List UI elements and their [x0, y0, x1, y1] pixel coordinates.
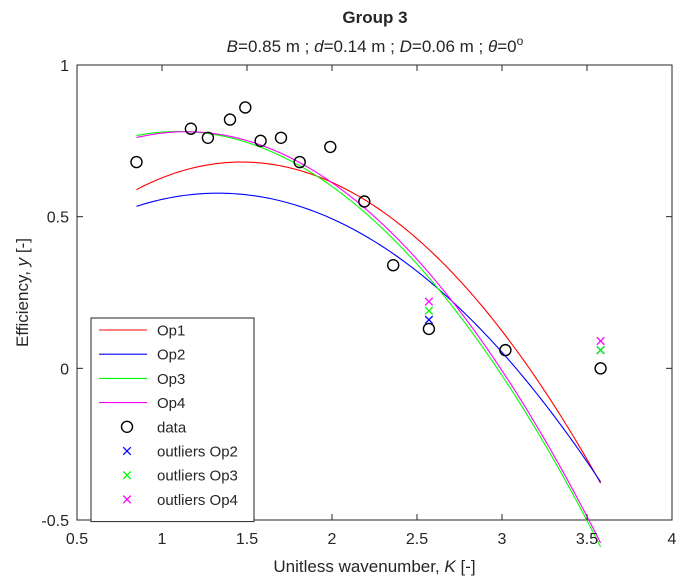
legend-box: [90, 317, 255, 523]
point-data: [594, 362, 607, 375]
x-tick-label: 3: [498, 531, 507, 548]
legend-label-outliers-op4: outliers Op4: [157, 492, 238, 509]
point-outliers-op3: [424, 306, 434, 315]
chart-title: Group 3: [342, 8, 407, 27]
point-data: [201, 131, 215, 145]
chart-subtitle: B=0.85 m ; d=0.14 m ; D=0.06 m ; θ=0o: [227, 34, 524, 56]
point-data: [223, 113, 237, 126]
point-outliers-op4: [424, 297, 434, 306]
legend-label-op4: Op4: [157, 395, 185, 412]
series-line-op3: [136, 130, 602, 548]
point-data: [254, 134, 267, 148]
point-data: [324, 140, 337, 154]
y-axis-label: Efficiency, y [-]: [13, 238, 32, 347]
point-outliers-op3: [596, 345, 605, 355]
axis-ticks: 0.5 1 1.5 2 2.5 3 3.5 4 -0.5 0 0.5 1: [41, 58, 676, 548]
y-tick-label: -0.5: [41, 513, 69, 530]
point-data: [293, 155, 306, 169]
series-line-op4: [136, 131, 602, 544]
y-tick-label: 0: [60, 361, 69, 378]
x-tick-label: 2.5: [406, 531, 428, 548]
x-tick-label: 2: [328, 531, 337, 548]
legend-swatch-outliers-op4: [122, 495, 132, 504]
y-tick-label: 0.5: [47, 210, 69, 227]
point-data: [387, 259, 400, 272]
series-layer: [130, 101, 607, 548]
legend-label-outliers-op2: outliers Op2: [157, 444, 238, 461]
point-data: [422, 322, 436, 336]
point-data: [499, 343, 512, 357]
point-data: [239, 101, 252, 114]
x-axis-label: Unitless wavenumber, K [-]: [273, 557, 475, 576]
x-tick-label: 0.5: [66, 531, 88, 548]
legend-label-data: data: [157, 419, 187, 436]
point-data: [274, 131, 288, 145]
x-tick-label: 1: [158, 531, 167, 548]
legend-swatch-data: [120, 420, 134, 433]
legend: Op1 Op2 Op3 Op4 data outliers Op2 outliers Op3…: [90, 317, 255, 523]
series-line-op2: [136, 192, 602, 483]
y-tick-label: 1: [60, 58, 69, 75]
x-tick-label: 1.5: [236, 531, 258, 548]
x-tick-label: 4: [668, 531, 677, 548]
legend-swatch-outliers-op3: [122, 470, 132, 480]
legend-label-op1: Op1: [157, 323, 185, 340]
point-outliers-op2: [424, 315, 434, 325]
legend-swatch-outliers-op2: [122, 446, 132, 456]
legend-label-op2: Op2: [157, 347, 185, 364]
point-data: [358, 195, 371, 208]
legend-label-outliers-op3: outliers Op3: [157, 468, 238, 485]
x-tick-label: 3.5: [576, 531, 598, 548]
legend-label-op3: Op3: [157, 371, 185, 388]
point-data: [184, 122, 198, 135]
series-line-op1: [136, 161, 602, 484]
point-data: [130, 155, 143, 169]
point-outliers-op4: [596, 336, 605, 346]
